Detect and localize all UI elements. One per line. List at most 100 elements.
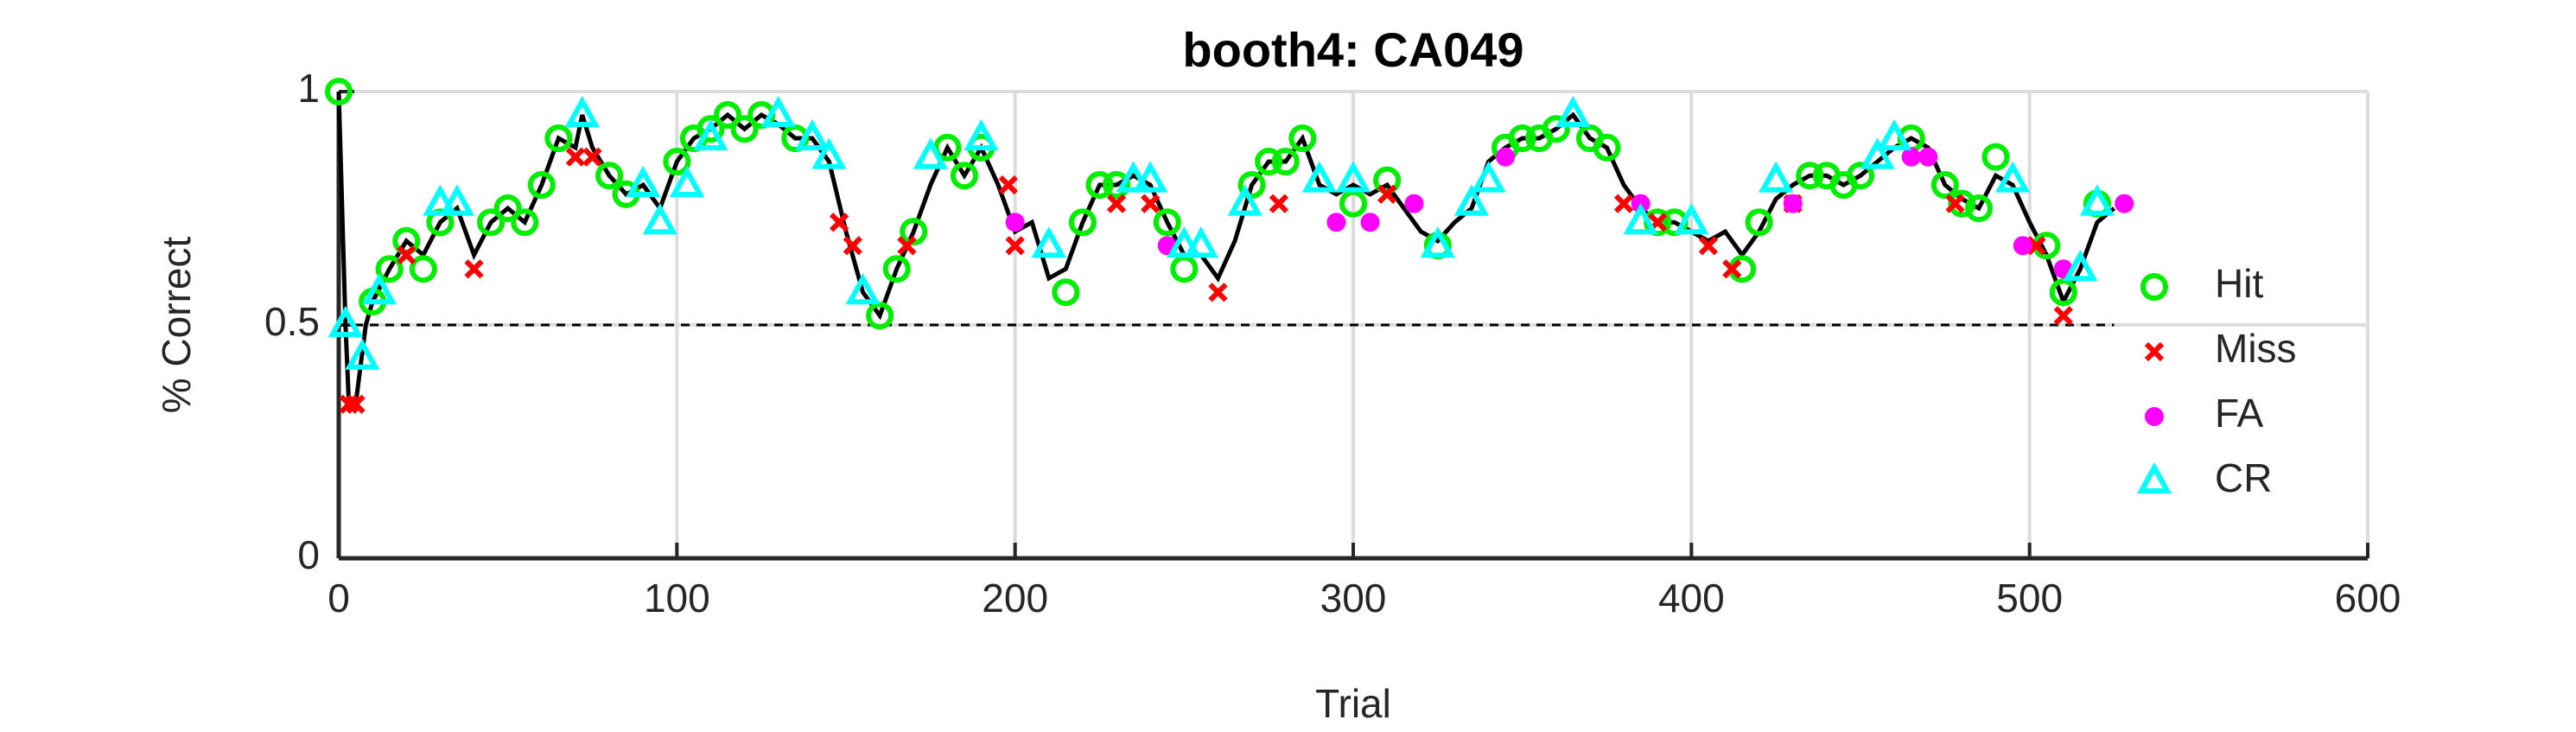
marker-circle bbox=[950, 162, 978, 190]
x-tick-label: 300 bbox=[1320, 576, 1387, 621]
marker-dot bbox=[1496, 147, 1516, 167]
x-tick-label: 500 bbox=[1996, 576, 2063, 621]
legend-label: CR bbox=[2215, 455, 2272, 500]
marker-x bbox=[2026, 236, 2046, 256]
marker-triangle bbox=[423, 184, 458, 216]
marker-triangle bbox=[361, 273, 398, 305]
marker-triangle bbox=[1183, 226, 1218, 258]
marker-triangle bbox=[1471, 161, 1506, 193]
marker-dot bbox=[1360, 213, 1380, 232]
marker-x bbox=[1005, 236, 1025, 256]
marker-circle bbox=[730, 115, 759, 143]
marker-circle bbox=[544, 124, 573, 152]
marker-triangle bbox=[1877, 118, 1912, 150]
legend-marker bbox=[2140, 273, 2168, 301]
marker-x bbox=[1945, 194, 1965, 213]
marker-circle bbox=[1237, 171, 1266, 199]
marker-dot bbox=[2115, 194, 2134, 213]
marker-triangle bbox=[1031, 226, 1066, 258]
marker-triangle bbox=[1623, 203, 1658, 235]
marker-triangle bbox=[1555, 95, 1591, 127]
marker-triangle bbox=[1227, 184, 1263, 216]
marker-triangle bbox=[669, 165, 705, 197]
marker-x bbox=[397, 245, 417, 265]
marker-triangle bbox=[1453, 184, 1490, 216]
marker-circle bbox=[714, 101, 742, 129]
marker-triangle bbox=[1167, 226, 1202, 258]
marker-circle bbox=[1508, 124, 1536, 152]
marker-circle bbox=[1542, 115, 1570, 143]
y-tick-label: 0.5 bbox=[264, 299, 320, 344]
marker-triangle bbox=[1420, 226, 1455, 258]
x-tick-label: 200 bbox=[982, 576, 1048, 621]
y-tick-label: 0 bbox=[297, 532, 320, 577]
marker-triangle bbox=[564, 95, 600, 127]
marker-circle bbox=[375, 255, 404, 283]
marker-triangle bbox=[1759, 161, 1794, 193]
marker-circle bbox=[1796, 162, 1824, 190]
marker-circle bbox=[1948, 189, 1976, 218]
x-tick-label: 0 bbox=[328, 576, 350, 621]
marker-dot bbox=[2013, 236, 2032, 256]
marker-triangle bbox=[845, 273, 881, 305]
marker-dot bbox=[1901, 147, 1921, 167]
legend-label: Hit bbox=[2215, 261, 2263, 306]
legend-label: FA bbox=[2215, 391, 2264, 436]
marker-x bbox=[1613, 194, 1634, 213]
marker-circle bbox=[1288, 124, 1317, 152]
marker-x bbox=[1106, 194, 1127, 213]
marker-circle bbox=[1745, 208, 1773, 237]
marker-x bbox=[464, 259, 484, 279]
marker-circle bbox=[1981, 143, 2010, 171]
marker-x bbox=[843, 236, 862, 256]
marker-x bbox=[1208, 283, 1228, 302]
marker-triangle bbox=[626, 165, 661, 197]
marker-triangle bbox=[964, 118, 999, 150]
marker-circle bbox=[1153, 208, 1181, 237]
marker-x bbox=[897, 236, 917, 256]
marker-circle bbox=[1593, 133, 1621, 162]
x-tick-label: 100 bbox=[644, 576, 710, 621]
marker-x bbox=[998, 175, 1018, 195]
marker-circle bbox=[511, 208, 539, 237]
marker-circle bbox=[595, 162, 624, 190]
marker-triangle bbox=[794, 118, 830, 150]
marker-circle bbox=[325, 78, 353, 105]
marker-triangle bbox=[2063, 250, 2098, 282]
marker-circle bbox=[882, 255, 911, 283]
x-tick-label: 600 bbox=[2335, 576, 2401, 621]
legend-marker bbox=[2145, 407, 2164, 426]
marker-dot bbox=[1918, 147, 1938, 167]
x-axis-label: Trial bbox=[1315, 681, 1391, 726]
y-axis-label: % Correct bbox=[154, 237, 199, 414]
marker-triangle bbox=[1860, 137, 1895, 169]
marker-triangle bbox=[328, 305, 363, 337]
marker-dot bbox=[1005, 213, 1025, 232]
marker-x bbox=[565, 147, 586, 167]
x-tick-label: 400 bbox=[1658, 576, 1725, 621]
marker-x bbox=[2053, 306, 2073, 326]
marker-circle bbox=[1964, 194, 1993, 222]
legend-label: Miss bbox=[2215, 326, 2297, 371]
marker-circle bbox=[1847, 162, 1874, 190]
marker-x bbox=[1722, 259, 1742, 279]
marker-x bbox=[1698, 236, 1719, 256]
marker-circle bbox=[527, 171, 556, 199]
marker-dot bbox=[1404, 194, 1424, 213]
marker-circle bbox=[409, 255, 437, 283]
marker-x bbox=[1377, 184, 1397, 204]
marker-triangle bbox=[693, 118, 728, 150]
marker-x bbox=[1269, 194, 1289, 213]
marker-x bbox=[1141, 194, 1161, 213]
marker-x bbox=[346, 394, 366, 414]
marker-triangle bbox=[1674, 203, 1709, 235]
marker-triangle bbox=[345, 338, 380, 370]
marker-circle bbox=[1085, 171, 1114, 199]
marker-circle bbox=[1103, 171, 1131, 199]
marker-triangle bbox=[2079, 184, 2115, 216]
marker-triangle bbox=[1133, 161, 1168, 193]
chart-title: booth4: CA049 bbox=[1182, 22, 1523, 77]
marker-circle bbox=[933, 133, 962, 162]
marker-dot bbox=[1783, 194, 1803, 213]
marker-circle bbox=[1930, 171, 1959, 199]
